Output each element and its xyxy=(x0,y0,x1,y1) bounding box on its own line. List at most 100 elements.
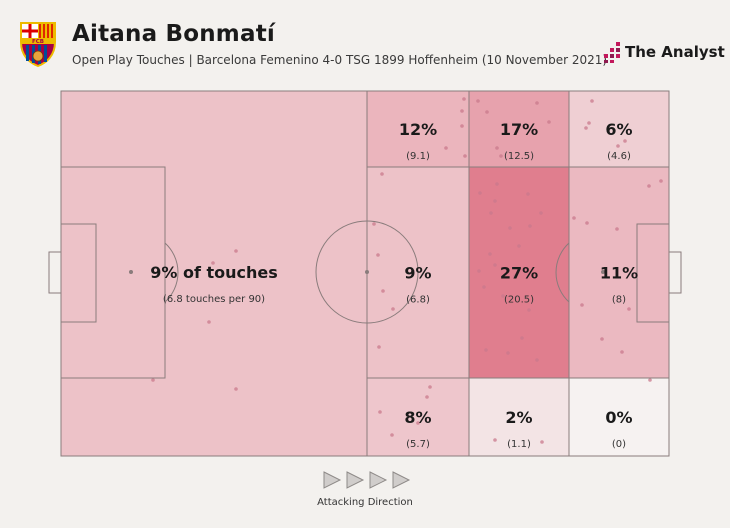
touch-dot xyxy=(513,274,517,278)
touch-dot xyxy=(495,146,499,150)
zone-sublabel-mid-top: (9.1) xyxy=(406,151,430,162)
zone-mid-bottom xyxy=(366,377,470,457)
touch-dot xyxy=(659,179,663,183)
touch-dot xyxy=(485,110,489,114)
zone-sublabel-box-center: (8) xyxy=(612,295,626,306)
touch-dot xyxy=(482,285,486,289)
touch-dot xyxy=(499,154,503,158)
touch-dot xyxy=(380,172,384,176)
touch-dot xyxy=(211,261,215,265)
touch-dot xyxy=(378,410,382,414)
zone-label-att-center: 27% xyxy=(500,264,538,283)
touch-dot xyxy=(390,433,394,437)
direction-arrow-2 xyxy=(346,471,365,489)
zone-sublabel-mid-bottom: (5.7) xyxy=(406,439,430,450)
touch-dot xyxy=(584,126,588,130)
touch-dot xyxy=(535,358,539,362)
touch-dot xyxy=(539,211,543,215)
touch-dot xyxy=(540,440,544,444)
touch-dot xyxy=(587,121,591,125)
right-penalty-arc xyxy=(555,242,570,303)
touch-dot xyxy=(425,395,429,399)
zone-label-box-center: 11% xyxy=(600,264,638,283)
touch-dot xyxy=(444,146,448,150)
touch-dot xyxy=(620,350,624,354)
direction-arrow-1 xyxy=(323,471,342,489)
touch-dot xyxy=(234,387,238,391)
touch-dot xyxy=(600,337,604,341)
touch-dot xyxy=(463,154,467,158)
zone-label-mid-center: 9% xyxy=(404,264,431,283)
zone-sublabel-att-bottom: (1.1) xyxy=(507,439,531,450)
touch-dot xyxy=(391,307,395,311)
club-crest-logo: FCB xyxy=(20,22,56,68)
touch-dot xyxy=(376,253,380,257)
touch-dot xyxy=(495,182,499,186)
zone-label-att-bottom: 2% xyxy=(505,408,532,427)
touch-dot xyxy=(372,222,376,226)
touch-dot xyxy=(493,263,497,267)
left-goal xyxy=(48,251,62,294)
zone-label-mid-bottom: 8% xyxy=(404,408,431,427)
touch-dot xyxy=(493,199,497,203)
touch-dot xyxy=(462,97,466,101)
touch-dot xyxy=(572,216,576,220)
left-penalty-spot xyxy=(129,270,133,274)
touch-dot xyxy=(416,421,420,425)
zone-att-center xyxy=(468,166,570,379)
crest-text: FCB xyxy=(32,39,44,45)
touch-dot xyxy=(526,192,530,196)
touch-dot xyxy=(580,303,584,307)
zone-labels: 9% of touches (6.8 touches per 90) 12% (9.1… xyxy=(150,120,638,450)
zone-att-bottom xyxy=(468,377,570,457)
touch-dot xyxy=(234,249,238,253)
touch-dot xyxy=(207,320,211,324)
brand-name: The Analyst xyxy=(625,43,725,61)
touch-dot xyxy=(547,120,551,124)
left-penalty-arc xyxy=(164,242,179,303)
touch-dot xyxy=(428,385,432,389)
attacking-direction-arrows-icon xyxy=(323,471,411,489)
touch-dot xyxy=(527,308,531,312)
touch-dot xyxy=(535,101,539,105)
direction-arrow-4 xyxy=(392,471,411,489)
zone-label-mid-top: 12% xyxy=(399,120,437,139)
touch-dot xyxy=(528,224,532,228)
zone-label-box-top: 6% xyxy=(605,120,632,139)
touch-dot xyxy=(488,252,492,256)
touch-dot xyxy=(381,289,385,293)
touch-dot xyxy=(615,227,619,231)
zone-box-bottom xyxy=(568,377,670,457)
centre-spot xyxy=(365,270,369,274)
zone-sublabel-box-bottom: (0) xyxy=(612,439,626,450)
zone-sublabel-att-top: (12.5) xyxy=(504,151,534,162)
page-subtitle: Open Play Touches | Barcelona Femenino 4… xyxy=(72,53,608,67)
right-penalty-spot xyxy=(601,270,605,274)
page-title: Aitana Bonmatí xyxy=(72,21,275,47)
touch-dot xyxy=(627,307,631,311)
zone-label-own-half: 9% of touches xyxy=(150,263,278,282)
direction-arrow-3 xyxy=(369,471,388,489)
zone-sublabel-att-center: (20.5) xyxy=(504,295,534,306)
touch-dot xyxy=(506,351,510,355)
touch-dot xyxy=(493,438,497,442)
touch-dot xyxy=(648,378,652,382)
touch-dot xyxy=(623,139,627,143)
touch-dot xyxy=(460,109,464,113)
touch-dot xyxy=(484,348,488,352)
zone-box-center xyxy=(568,166,670,379)
touch-dot xyxy=(151,378,155,382)
touch-dot xyxy=(477,269,481,273)
touch-dot xyxy=(489,211,493,215)
right-goal xyxy=(668,251,682,294)
pitch-markings xyxy=(48,90,682,457)
zone-sublabel-box-top: (4.6) xyxy=(607,151,631,162)
touch-dot xyxy=(478,191,482,195)
touch-dot xyxy=(517,244,521,248)
brand-logo-icon xyxy=(604,42,620,63)
touch-dot xyxy=(616,144,620,148)
centre-circle xyxy=(315,220,419,324)
zone-label-box-bottom: 0% xyxy=(605,408,632,427)
touch-dot xyxy=(377,345,381,349)
